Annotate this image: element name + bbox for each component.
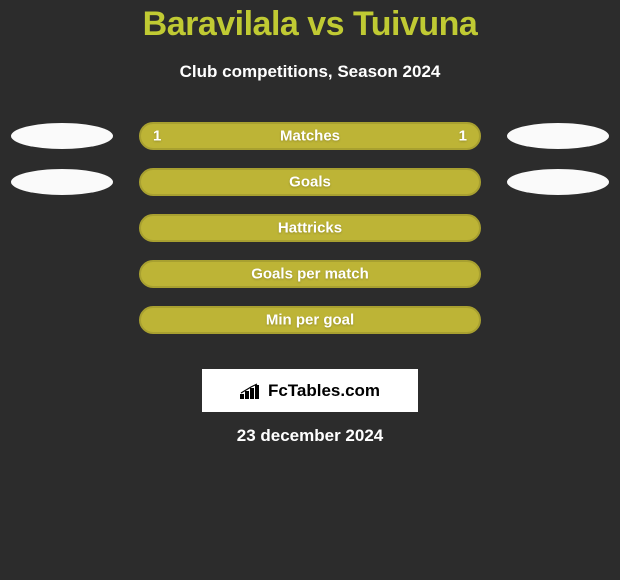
stat-right-value: 1 (459, 128, 467, 145)
main-container: Baravilala vs Tuivuna Club competitions,… (0, 0, 620, 446)
stat-bar-hattricks: Hattricks (139, 214, 481, 242)
chart-bars-icon (240, 383, 262, 399)
stat-label: Hattricks (278, 220, 342, 237)
stat-row: Goals per match (0, 260, 620, 288)
stat-bar-matches: 1 Matches 1 (139, 122, 481, 150)
branding-text: FcTables.com (268, 381, 380, 401)
stat-bar-goals: Goals (139, 168, 481, 196)
page-title: Baravilala vs Tuivuna (143, 5, 478, 44)
stat-label: Goals per match (251, 266, 369, 283)
branding-box[interactable]: FcTables.com (202, 369, 418, 412)
stat-left-value: 1 (153, 128, 161, 145)
player-right-badge (507, 169, 609, 195)
stat-row: Min per goal (0, 306, 620, 334)
page-subtitle: Club competitions, Season 2024 (180, 62, 441, 82)
stat-bar-min-per-goal: Min per goal (139, 306, 481, 334)
stat-label: Goals (289, 174, 331, 191)
stat-label: Matches (280, 128, 340, 145)
stat-row: 1 Matches 1 (0, 122, 620, 150)
stat-bar-goals-per-match: Goals per match (139, 260, 481, 288)
footer-date: 23 december 2024 (237, 426, 384, 446)
player-right-badge (507, 123, 609, 149)
stat-label: Min per goal (266, 312, 354, 329)
player-left-badge (11, 169, 113, 195)
stat-row: Hattricks (0, 214, 620, 242)
player-left-badge (11, 123, 113, 149)
stat-row: Goals (0, 168, 620, 196)
branding-inner: FcTables.com (240, 381, 380, 401)
